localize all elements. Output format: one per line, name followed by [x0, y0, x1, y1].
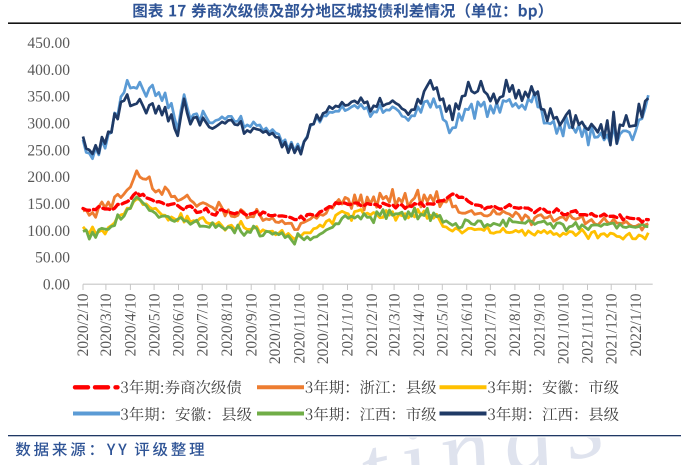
svg-text:0.00: 0.00 — [43, 276, 70, 293]
svg-text:2022/1/10: 2022/1/10 — [628, 293, 645, 356]
svg-text:200.00: 200.00 — [27, 169, 70, 186]
svg-text:350.00: 350.00 — [27, 89, 70, 106]
svg-text:2020/5/10: 2020/5/10 — [146, 293, 163, 356]
svg-text:100.00: 100.00 — [27, 223, 70, 240]
svg-text:2021/4/10: 2021/4/10 — [411, 293, 428, 356]
svg-text:2021/2/10: 2021/2/10 — [364, 293, 381, 356]
svg-text:2020/4/10: 2020/4/10 — [123, 293, 140, 356]
svg-text:50.00: 50.00 — [35, 250, 70, 267]
svg-text:2020/11/10: 2020/11/10 — [292, 293, 309, 363]
svg-text:2021/11/10: 2021/11/10 — [580, 293, 597, 363]
svg-text:300.00: 300.00 — [27, 116, 70, 133]
svg-text:2020/10/10: 2020/10/10 — [267, 293, 284, 364]
svg-text:150.00: 150.00 — [27, 196, 70, 213]
svg-text:2020/3/10: 2020/3/10 — [98, 293, 115, 356]
svg-text:2020/8/10: 2020/8/10 — [219, 293, 236, 356]
svg-text:2021/9/10: 2021/9/10 — [532, 293, 549, 356]
svg-text:2020/7/10: 2020/7/10 — [194, 293, 211, 356]
svg-text:2021/3/10: 2021/3/10 — [386, 293, 403, 356]
svg-text:2021/7/10: 2021/7/10 — [483, 293, 500, 356]
svg-text:2021/12/10: 2021/12/10 — [603, 293, 620, 364]
svg-text:2021/1/10: 2021/1/10 — [340, 293, 357, 356]
svg-text:2020/2/10: 2020/2/10 — [75, 293, 92, 356]
svg-text:2021/10/10: 2021/10/10 — [555, 293, 572, 364]
svg-text:ratings: ratings — [236, 362, 626, 465]
svg-text:2021/5/10: 2021/5/10 — [435, 293, 452, 356]
svg-text:400.00: 400.00 — [27, 62, 70, 79]
svg-text:2021/6/10: 2021/6/10 — [459, 293, 476, 356]
svg-text:2020/6/10: 2020/6/10 — [171, 293, 188, 356]
svg-text:2020/12/10: 2020/12/10 — [315, 293, 332, 364]
svg-text:250.00: 250.00 — [27, 142, 70, 159]
svg-text:2021/8/10: 2021/8/10 — [507, 293, 524, 356]
svg-text:2020/9/10: 2020/9/10 — [243, 293, 260, 356]
svg-text:450.00: 450.00 — [27, 35, 70, 52]
